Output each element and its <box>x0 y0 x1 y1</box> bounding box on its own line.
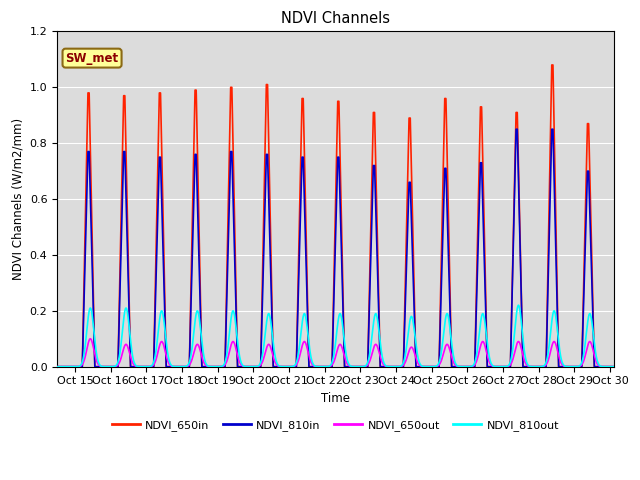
X-axis label: Time: Time <box>321 392 350 405</box>
Legend: NDVI_650in, NDVI_810in, NDVI_650out, NDVI_810out: NDVI_650in, NDVI_810in, NDVI_650out, NDV… <box>108 416 563 436</box>
Text: SW_met: SW_met <box>65 52 118 65</box>
Title: NDVI Channels: NDVI Channels <box>281 11 390 26</box>
Y-axis label: NDVI Channels (W/m2/mm): NDVI Channels (W/m2/mm) <box>11 118 24 280</box>
